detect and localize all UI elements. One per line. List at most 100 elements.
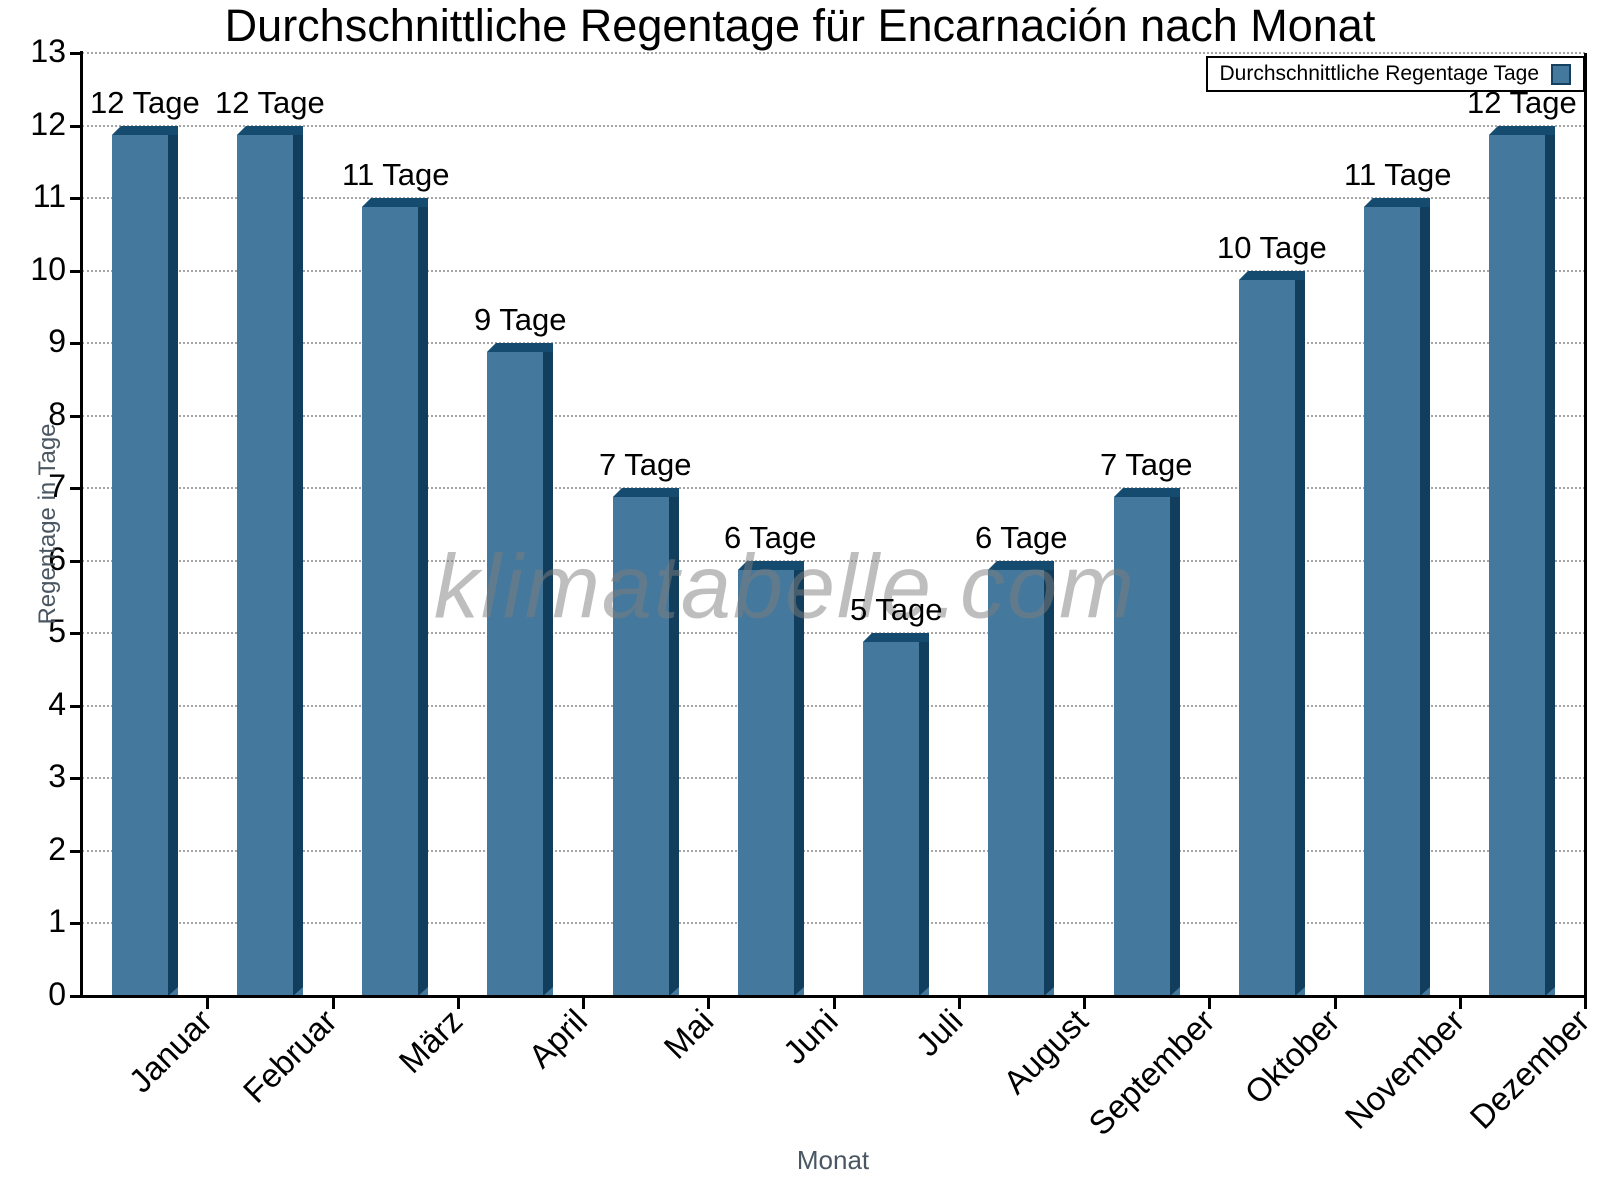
value-label-mai: 7 Tage [599,447,692,482]
legend-label: Durchschnittliche Regentage Tage [1219,62,1539,85]
y-tick-2 [70,849,82,853]
bar-side-face [1295,271,1305,996]
x-category-label-dezember: Dezember [1462,1002,1597,1136]
y-tick-label-6: 6 [48,540,66,577]
gridline-y-4 [82,704,1585,707]
x-category-label-juli: Juli [908,1002,971,1064]
y-tick-label-10: 10 [30,250,66,287]
bar-september [1114,488,1180,996]
value-label-september: 7 Tage [1100,447,1193,482]
gridline-y-13 [82,52,1585,54]
y-tick-3 [70,777,82,781]
x-category-label-mrz: März [391,1002,470,1081]
y-tick-5 [70,632,82,636]
x-tick-5 [707,996,711,1009]
bar-top-face [1239,271,1305,280]
bar-top-face [613,488,679,497]
y-tick-0 [70,995,82,998]
value-label-april: 9 Tage [474,302,567,337]
x-category-label-mai: Mai [656,1002,721,1066]
bar-side-face [418,198,428,996]
x-tick-7 [957,996,961,1009]
value-label-januar: 12 Tage [90,85,200,120]
bar-august [988,561,1054,996]
bar-februar [237,126,303,996]
gridline-y-12 [82,124,1585,127]
bar-april [487,343,553,996]
bar-mai [613,488,679,996]
y-tick-4 [70,704,82,708]
bar-top-face [1364,198,1430,207]
gridline-y-11 [82,197,1585,200]
bar-top-face [1489,126,1555,135]
bar-top-face [988,561,1054,570]
x-category-label-august: August [996,1002,1096,1101]
bar-top-face [362,198,428,207]
y-tick-label-2: 2 [48,830,66,867]
x-tick-6 [832,996,836,1009]
x-category-label-januar: Januar [121,1002,220,1100]
y-tick-label-11: 11 [32,178,66,215]
x-category-label-februar: Februar [236,1002,345,1110]
bar-dezember [1489,126,1555,996]
bar-mrz [362,198,428,996]
bar-november [1364,198,1430,996]
bar-top-face [1114,488,1180,497]
x-category-label-november: November [1337,1002,1472,1136]
x-category-label-april: April [521,1002,595,1075]
value-label-februar: 12 Tage [215,85,325,120]
x-tick-1 [206,996,210,1009]
x-tick-8 [1083,996,1086,1009]
gridline-y-7 [82,487,1585,490]
y-axis-title: Regentage in Tage [34,423,61,625]
bar-top-face [738,561,804,570]
bar-side-face [543,343,553,996]
value-label-juli: 5 Tage [850,592,943,627]
x-tick-11 [1458,996,1462,1009]
bar-top-face [487,343,553,352]
gridline-y-1 [82,922,1585,925]
x-tick-12 [1584,996,1587,1009]
y-tick-1 [70,922,82,926]
bar-side-face [1545,126,1555,996]
bar-side-face [1170,488,1180,996]
y-tick-9 [70,342,82,346]
bar-oktober [1239,271,1305,996]
bar-januar [112,126,178,996]
legend-swatch-icon [1551,63,1571,85]
x-tick-9 [1208,996,1212,1009]
value-label-oktober: 10 Tage [1217,230,1327,265]
y-tick-label-9: 9 [48,323,66,360]
y-tick-label-5: 5 [48,613,66,650]
y-tick-label-7: 7 [48,468,66,505]
bar-juni [738,561,804,996]
bar-side-face [168,126,178,996]
value-label-august: 6 Tage [975,520,1068,555]
y-tick-12 [70,124,82,128]
value-label-juni: 6 Tage [724,520,817,555]
y-tick-label-3: 3 [48,758,66,795]
bar-side-face [1420,198,1430,996]
bar-side-face [1044,561,1054,996]
y-tick-10 [70,269,82,273]
y-axis-line [80,51,83,998]
y-tick-label-13: 13 [30,33,66,69]
y-tick-label-4: 4 [48,685,66,722]
y-tick-7 [70,487,82,491]
y-tick-11 [70,197,82,201]
y-tick-8 [70,414,82,418]
bar-side-face [919,633,929,996]
x-category-label-oktober: Oktober [1236,1002,1347,1112]
bar-juli [863,633,929,996]
y-tick-label-1: 1 [48,903,66,940]
gridline-y-6 [82,559,1585,562]
bar-side-face [669,488,679,996]
gridline-y-5 [82,632,1585,635]
value-label-mrz: 11 Tage [342,157,450,192]
legend: Durchschnittliche Regentage Tage [1205,56,1585,92]
x-axis-title: Monat [796,1145,870,1175]
y-tick-6 [70,559,82,563]
bar-side-face [794,561,804,996]
x-tick-3 [456,996,460,1009]
gridline-y-3 [82,777,1585,780]
